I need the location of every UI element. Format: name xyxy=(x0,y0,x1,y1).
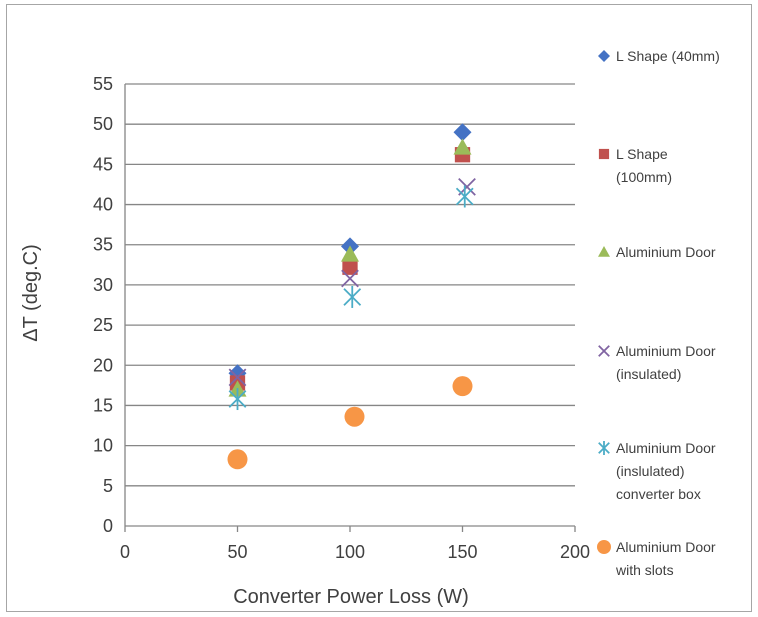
legend-label: Aluminium Door xyxy=(616,539,716,555)
y-tick-labels: 0 5 10 15 20 25 30 35 40 45 50 55 xyxy=(93,74,113,536)
data-point-circle xyxy=(452,376,473,397)
legend-label: Aluminium Door xyxy=(616,244,716,260)
y-tick-label: 10 xyxy=(93,436,113,456)
legend-marker-diamond xyxy=(598,50,610,62)
legend-label: (100mm) xyxy=(616,169,672,185)
y-tick-label: 30 xyxy=(93,275,113,295)
x-tick-label: 100 xyxy=(335,542,365,562)
scatter-chart: 0 5 10 15 20 25 30 35 40 45 50 55 0 50 100 150 200 ΔT (… xyxy=(20,48,720,608)
legend-label: (insulated) xyxy=(616,366,681,382)
y-tick-label: 20 xyxy=(93,355,113,375)
y-tick-label: 40 xyxy=(93,195,113,215)
legend-label: L Shape xyxy=(616,146,668,162)
legend-label: (inslulated) xyxy=(616,463,684,479)
data-point-triangle xyxy=(453,138,472,155)
x-axis-title: Converter Power Loss (W) xyxy=(233,586,469,608)
legend-marker-star xyxy=(598,441,610,455)
grid-lines xyxy=(125,83,575,487)
y-tick-label: 55 xyxy=(93,74,113,94)
legend-label: converter box xyxy=(616,486,701,502)
x-tick-labels: 0 50 100 150 200 xyxy=(120,542,590,562)
chart-frame: 0 5 10 15 20 25 30 35 40 45 50 55 0 50 100 150 200 ΔT (… xyxy=(6,4,752,612)
x-tick-label: 0 xyxy=(120,542,130,562)
data-point-star xyxy=(228,388,247,411)
legend-label: with slots xyxy=(615,562,674,578)
legend-label: L Shape (40mm) xyxy=(616,48,720,64)
data-point-x xyxy=(341,269,359,288)
data-point-star xyxy=(343,285,362,308)
legend-marker-x xyxy=(598,345,610,357)
data-points xyxy=(227,123,476,470)
x-tick-label: 50 xyxy=(227,542,247,562)
legend: L Shape (40mm) L Shape (100mm) Aluminium Do… xyxy=(597,48,720,578)
legend-marker-square xyxy=(598,148,610,160)
x-tick-label: 200 xyxy=(560,542,590,562)
legend-marker-circle xyxy=(597,540,611,554)
y-tick-label: 0 xyxy=(103,516,113,536)
y-tick-label: 25 xyxy=(93,315,113,335)
data-point-circle xyxy=(227,449,248,470)
y-tick-label: 50 xyxy=(93,114,113,134)
y-tick-label: 15 xyxy=(93,395,113,415)
y-tick-label: 35 xyxy=(93,235,113,255)
y-tick-label: 5 xyxy=(103,476,113,496)
data-point-star xyxy=(455,185,474,208)
legend-marker-triangle xyxy=(598,246,610,257)
y-axis-title: ΔT (deg.C) xyxy=(20,244,42,341)
axes xyxy=(124,84,576,532)
legend-label: Aluminium Door xyxy=(616,343,716,359)
data-point-circle xyxy=(344,406,365,427)
data-point-diamond xyxy=(453,123,472,142)
y-tick-label: 45 xyxy=(93,154,113,174)
data-point-triangle xyxy=(341,245,359,262)
data-point-x xyxy=(228,368,247,387)
x-tick-label: 150 xyxy=(447,542,477,562)
legend-label: Aluminium Door xyxy=(616,440,716,456)
data-point-square xyxy=(342,259,358,275)
